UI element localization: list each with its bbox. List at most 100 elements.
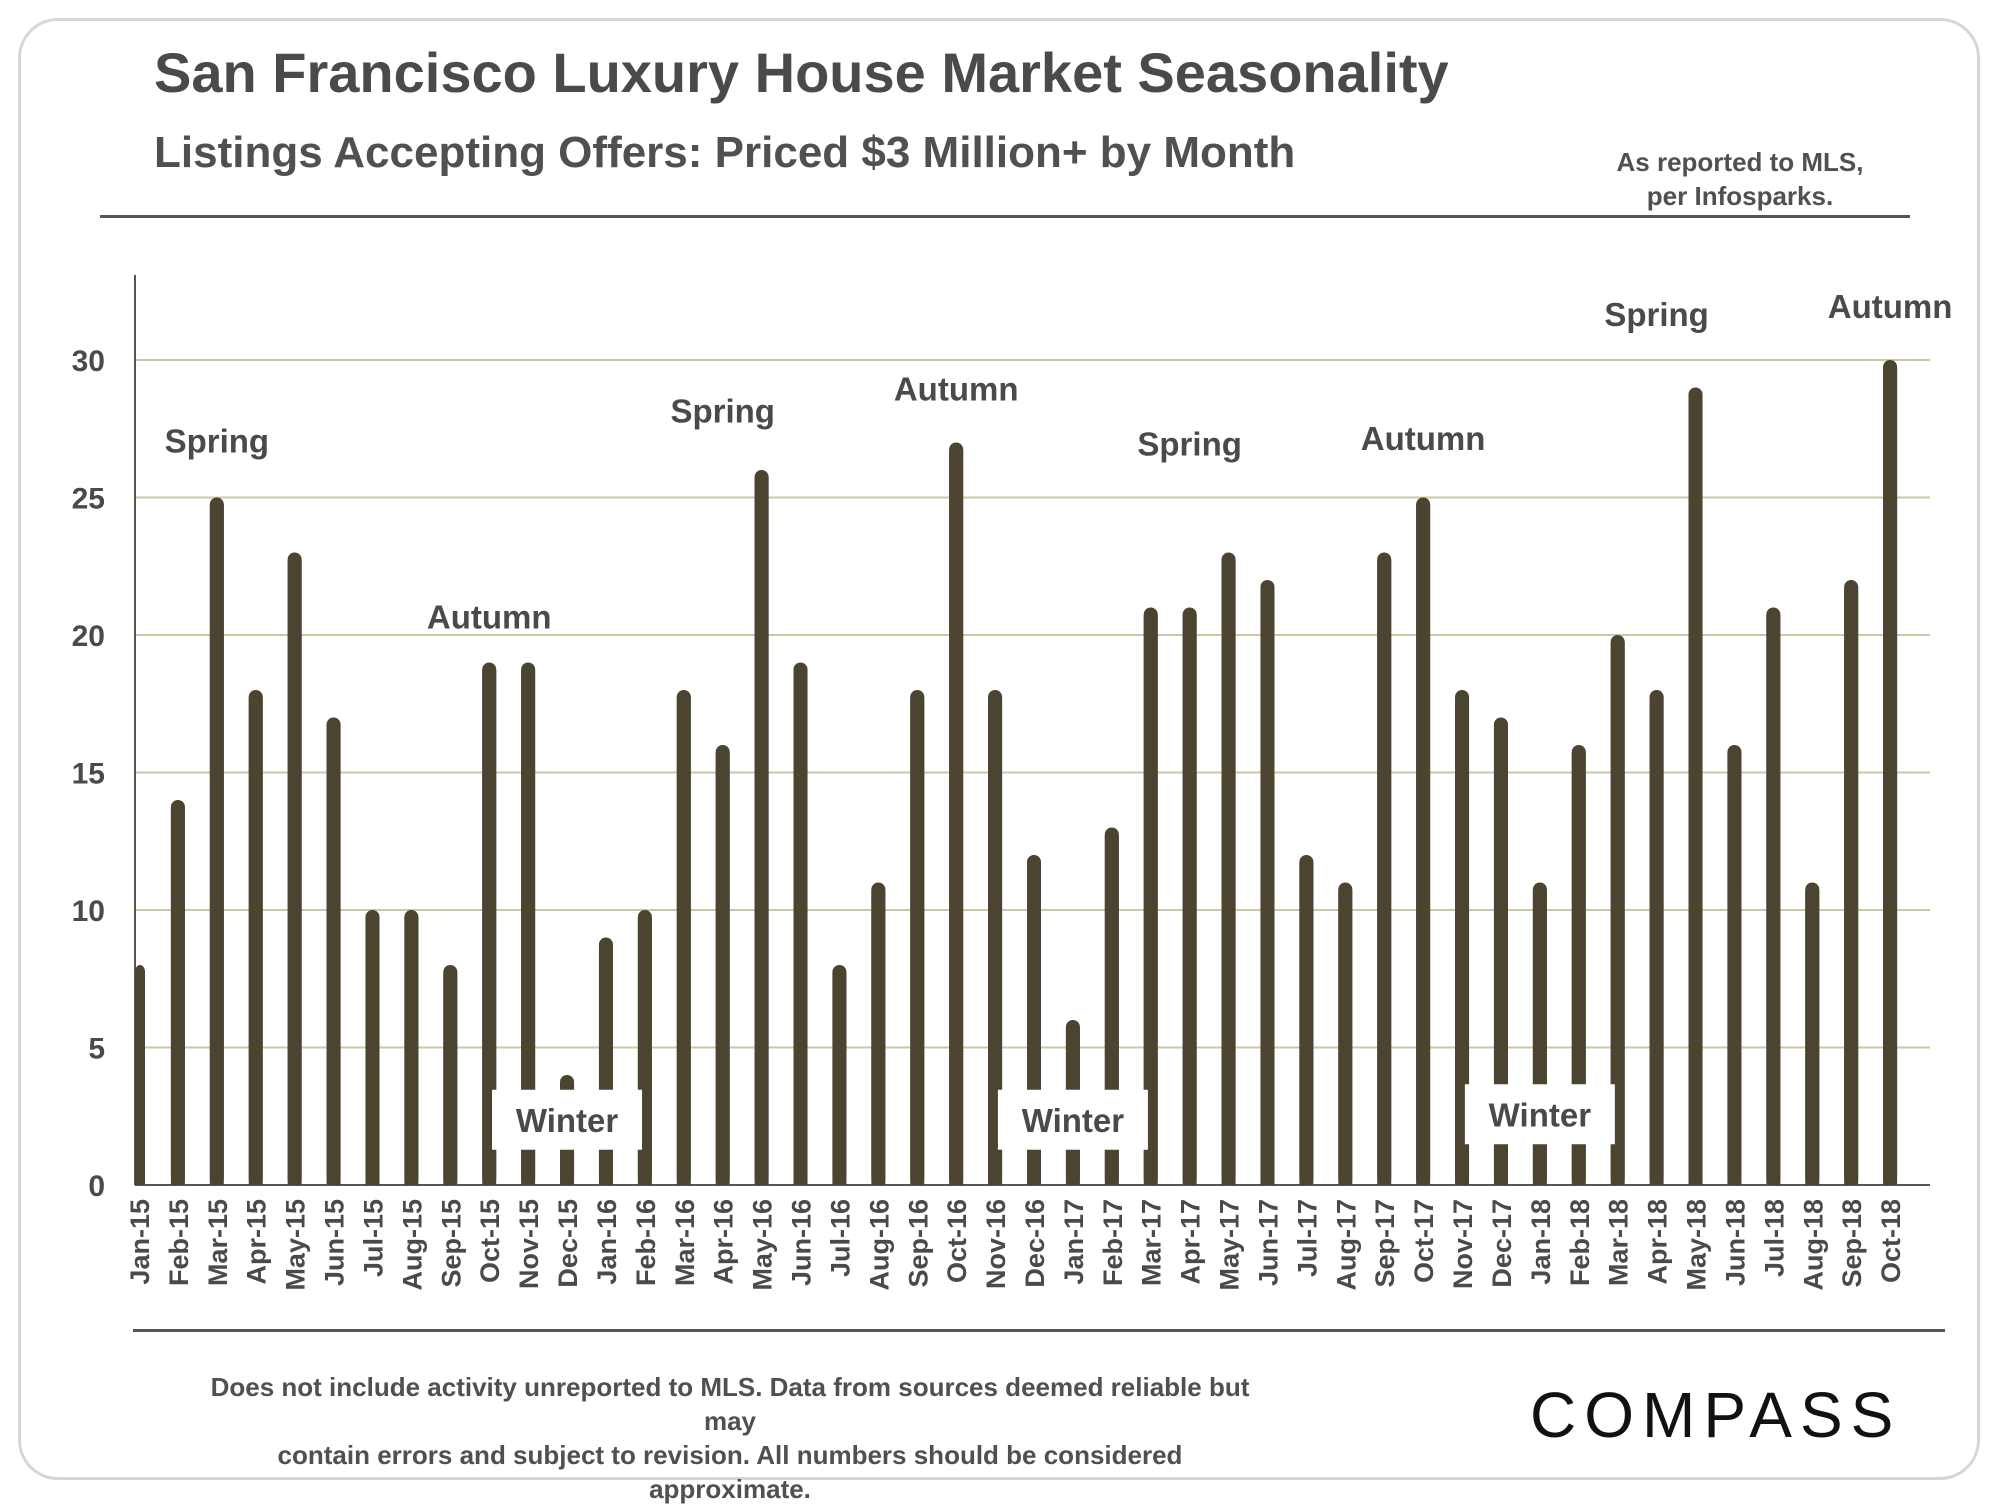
- x-tick-label: Aug-15: [397, 1199, 427, 1291]
- x-tick-label: May-17: [1215, 1199, 1245, 1291]
- season-label-box: [997, 1089, 1148, 1150]
- bar-body: [1883, 367, 1898, 1185]
- bar-body: [404, 917, 419, 1185]
- bar-body: [248, 697, 263, 1185]
- chart-title: San Francisco Luxury House Market Season…: [154, 41, 1449, 104]
- source-note-line-2: per Infosparks.: [1646, 181, 1834, 211]
- bar-body: [1377, 559, 1392, 1185]
- x-tick-label: Nov-16: [981, 1199, 1011, 1289]
- header-divider: [100, 215, 1910, 218]
- x-tick-label: Nov-15: [514, 1199, 544, 1289]
- bar-body: [521, 669, 536, 1185]
- x-tick-label: Nov-17: [1448, 1199, 1478, 1289]
- season-label-box: [492, 1089, 643, 1150]
- bar-body: [1143, 614, 1158, 1185]
- x-tick-label: Jul-17: [1292, 1199, 1322, 1277]
- disclaimer-line-1: Does not include activity unreported to …: [210, 1372, 1250, 1436]
- x-tick-label: Jun-16: [787, 1199, 817, 1286]
- x-tick-label: Jan-16: [592, 1199, 622, 1285]
- season-label: Autumn: [1828, 288, 1953, 325]
- x-tick-label: Apr-15: [242, 1199, 272, 1285]
- bar-body: [1727, 752, 1742, 1185]
- x-tick-label: Jun-18: [1720, 1199, 1750, 1286]
- compass-logo: COMPASS: [1530, 1379, 1902, 1451]
- bar-body: [1182, 614, 1197, 1185]
- season-label: Spring: [165, 423, 270, 460]
- x-tick-label: Sep-16: [903, 1199, 933, 1288]
- bar-body: [1455, 697, 1470, 1185]
- x-tick-label: Feb-15: [164, 1199, 194, 1286]
- bar-body: [1299, 862, 1314, 1185]
- bar-body: [287, 559, 302, 1185]
- x-tick-label: Jul-15: [358, 1199, 388, 1277]
- footer-divider: [133, 1329, 1945, 1332]
- bar-body: [793, 669, 808, 1185]
- bar-body: [988, 697, 1003, 1185]
- bar-body: [1649, 697, 1664, 1185]
- season-label: Autumn: [1361, 420, 1486, 457]
- bar-body: [1610, 642, 1625, 1185]
- y-tick-label: 30: [72, 345, 105, 378]
- winter-label: Winter: [1489, 1096, 1592, 1133]
- season-label: Spring: [1604, 296, 1709, 333]
- bar-body: [365, 917, 380, 1185]
- bar-body: [135, 972, 145, 1185]
- season-label: Autumn: [894, 370, 1019, 407]
- y-tick-label: 25: [72, 483, 105, 516]
- x-tick-label: May-16: [748, 1199, 778, 1291]
- x-tick-label: Apr-18: [1643, 1199, 1673, 1285]
- bar-body: [1766, 614, 1781, 1185]
- x-tick-label: Jul-16: [825, 1199, 855, 1277]
- disclaimer-line-2: contain errors and subject to revision. …: [277, 1440, 1183, 1504]
- y-tick-label: 15: [72, 758, 105, 791]
- x-tick-label: Oct-18: [1876, 1199, 1906, 1283]
- x-tick-label: Feb-18: [1565, 1199, 1595, 1286]
- x-tick-label: Dec-17: [1487, 1199, 1517, 1288]
- x-tick-label: Oct-16: [942, 1199, 972, 1283]
- bar-body: [1493, 724, 1508, 1185]
- x-tick-label: Aug-18: [1798, 1199, 1828, 1291]
- x-tick-label: Aug-16: [864, 1199, 894, 1291]
- y-tick-label: 20: [72, 620, 105, 653]
- x-tick-label: Mar-16: [670, 1199, 700, 1286]
- x-tick-label: May-15: [281, 1199, 311, 1291]
- x-tick-label: Sep-17: [1370, 1199, 1400, 1288]
- y-tick-label: 10: [72, 895, 105, 928]
- x-tick-label: Jan-18: [1526, 1199, 1556, 1285]
- bar-body: [326, 724, 341, 1185]
- bar-body: [1688, 394, 1703, 1185]
- source-note-line-1: As reported to MLS,: [1616, 147, 1864, 177]
- x-tick-label: Jan-15: [125, 1199, 155, 1285]
- bar-body: [754, 477, 769, 1185]
- disclaimer: Does not include activity unreported to …: [200, 1370, 1260, 1506]
- season-label: Spring: [670, 392, 775, 429]
- x-tick-label: Oct-17: [1409, 1199, 1439, 1283]
- bar-body: [1221, 559, 1236, 1185]
- x-tick-label: Feb-17: [1098, 1199, 1128, 1286]
- bar-body: [1260, 587, 1275, 1185]
- x-tick-label: Sep-15: [436, 1199, 466, 1288]
- bar-body: [715, 752, 730, 1185]
- bar-body: [832, 972, 847, 1185]
- x-tick-label: Jun-15: [320, 1199, 350, 1286]
- chart-subtitle: Listings Accepting Offers: Priced $3 Mil…: [154, 128, 1296, 177]
- bar-body: [1844, 587, 1859, 1185]
- x-tick-label: Apr-16: [709, 1199, 739, 1285]
- bar-body: [1338, 889, 1353, 1185]
- x-tick-label: Mar-17: [1137, 1199, 1167, 1286]
- bar-body: [871, 889, 886, 1185]
- x-tick-label: Dec-15: [553, 1199, 583, 1288]
- x-tick-label: Feb-16: [631, 1199, 661, 1286]
- bar-body: [1805, 889, 1820, 1185]
- bar-body: [209, 504, 224, 1185]
- x-tick-label: Sep-18: [1837, 1199, 1867, 1288]
- x-tick-label: Dec-16: [1020, 1199, 1050, 1288]
- x-tick-label: May-18: [1682, 1199, 1712, 1291]
- season-label: Spring: [1137, 425, 1242, 462]
- bar-body: [443, 972, 458, 1185]
- bar-body: [676, 697, 691, 1185]
- bar-body: [949, 449, 964, 1185]
- x-tick-label: Jul-18: [1759, 1199, 1789, 1277]
- x-tick-label: Jan-17: [1059, 1199, 1089, 1285]
